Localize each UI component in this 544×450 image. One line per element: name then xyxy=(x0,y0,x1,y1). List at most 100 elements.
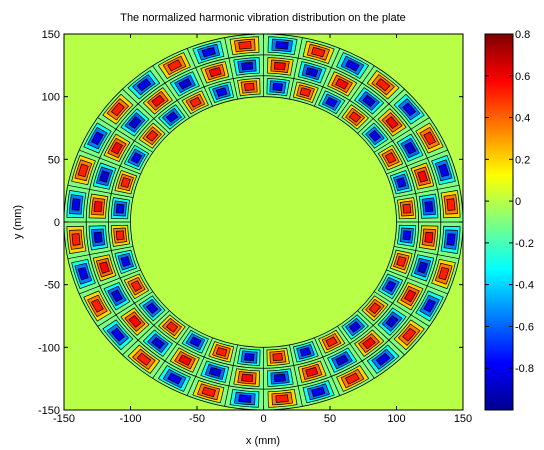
vibration-cell-contour xyxy=(120,177,131,188)
nodal-line xyxy=(186,337,213,396)
vibration-cell-contour xyxy=(167,59,182,72)
y-tick-label: -100 xyxy=(38,342,60,354)
vibration-cell-contour xyxy=(115,230,125,241)
nodal-line xyxy=(289,344,303,407)
y-tick-label: 0 xyxy=(54,217,60,229)
vibration-cell-contour xyxy=(402,230,412,241)
vibration-cell-contour xyxy=(404,289,417,303)
nodal-line xyxy=(152,326,190,379)
vibration-cell-contour xyxy=(272,352,283,362)
vibration-cell-contour xyxy=(446,198,456,211)
vibration-cell-contour xyxy=(438,163,450,178)
vibration-cell-contour xyxy=(305,67,319,78)
vibration-cell-contour xyxy=(272,82,283,92)
vibration-cell-contour xyxy=(130,152,143,164)
colorbar-tick-label: 0.6 xyxy=(515,71,530,83)
nodal-line xyxy=(373,291,430,327)
nodal-circle xyxy=(85,54,442,390)
vibration-cell-contour xyxy=(77,163,89,178)
vibration-cell-contour xyxy=(385,116,399,129)
vibration-cell-contour xyxy=(348,111,362,123)
vibration-cell-contour xyxy=(77,266,89,281)
nodal-line xyxy=(224,344,238,407)
y-axis: 150 100 50 0 -50 -100 -150 xyxy=(38,29,463,417)
vibration-cell-contour xyxy=(178,78,192,90)
colorbar-ticks: 0.8 0.6 0.4 0.2 0 -0.2 -0.4 -0.6 -0.8 xyxy=(485,29,534,375)
colorbar-tick-label: -0.8 xyxy=(515,363,534,375)
colorbar-tick-label: 0.4 xyxy=(515,113,530,125)
nodal-line xyxy=(152,65,190,118)
x-tick-label: -50 xyxy=(189,413,205,425)
vibration-cell-contour xyxy=(424,231,434,244)
vibration-cell-contour xyxy=(402,203,412,214)
nodal-line xyxy=(67,246,134,260)
vibration-cell-contour xyxy=(91,131,104,146)
nodal-line xyxy=(79,149,141,175)
colorbar-tick-label: 0.2 xyxy=(515,154,530,166)
vibration-cell-contour xyxy=(402,102,416,117)
vibration-cell-contour xyxy=(274,373,286,382)
vibration-cell-contour xyxy=(335,78,349,90)
vibration-cell-contour xyxy=(130,280,143,292)
vibration-cell-contour xyxy=(305,366,319,377)
vibration-cell-contour xyxy=(368,302,381,314)
vibration-cell-contour xyxy=(120,256,131,267)
colorbar-tick-label: 0.8 xyxy=(515,29,530,41)
nodal-line xyxy=(67,184,134,198)
x-tick-label: 150 xyxy=(454,413,472,425)
vibration-cell-contour xyxy=(71,233,81,246)
vibration-cell-contour xyxy=(325,336,338,348)
y-axis-label: y (mm) xyxy=(12,205,24,239)
vibration-cell-contour xyxy=(151,337,165,350)
vibration-cell-contour xyxy=(385,315,399,328)
vibration-cell-contour xyxy=(275,41,289,50)
vibration-cell-contour xyxy=(368,130,381,142)
nodal-line xyxy=(337,65,375,118)
vibration-cell-contour xyxy=(384,152,397,164)
vibration-cell-contour xyxy=(274,62,286,71)
y-tick-label: -150 xyxy=(38,405,60,417)
nodal-line xyxy=(289,37,303,100)
vibration-cell-contour xyxy=(146,302,159,314)
nodal-circle xyxy=(130,96,397,348)
vibration-cell-contour xyxy=(375,78,391,92)
vibration-cell-contour xyxy=(208,67,222,78)
x-tick-label: -100 xyxy=(119,413,141,425)
vibration-cell-contour xyxy=(396,177,407,188)
vibration-ring xyxy=(64,34,463,410)
nodal-line xyxy=(314,337,341,396)
vibration-cell-contour xyxy=(423,298,436,313)
vibration-cell-contour xyxy=(311,46,326,58)
vibration-cell-contour xyxy=(201,386,216,398)
colorbar-tick-label: -0.2 xyxy=(515,238,534,250)
vibration-cell-contour xyxy=(146,130,159,142)
vibration-cell-contour xyxy=(384,280,397,292)
nodal-circle xyxy=(107,75,420,369)
vibration-cell-contour xyxy=(345,59,360,72)
vibration-cell-contour xyxy=(189,336,202,348)
nodal-line xyxy=(357,310,405,356)
x-tick-label: 50 xyxy=(324,413,336,425)
nodal-line xyxy=(122,88,170,134)
vibration-cell-contour xyxy=(215,87,228,97)
y-tick-label: 50 xyxy=(48,154,60,166)
vibration-cell-contour xyxy=(275,394,289,403)
nodal-line xyxy=(373,117,430,153)
nodal-line xyxy=(393,184,460,198)
vibration-cell-contour xyxy=(348,321,362,333)
vibration-cell-contour xyxy=(110,141,123,155)
vibration-cell-contour xyxy=(238,41,252,50)
vibration-cell-contour xyxy=(136,78,152,92)
vibration-cell-contour xyxy=(335,354,349,366)
vibration-cell-contour xyxy=(91,298,104,313)
vibration-cell-contour xyxy=(178,354,192,366)
vibration-cell-contour xyxy=(404,141,417,155)
nodal-line xyxy=(79,269,141,295)
vibration-cell-contour xyxy=(111,327,125,342)
vibration-cell-contour xyxy=(215,347,228,357)
vibration-cell-contour xyxy=(111,102,125,117)
vibration-cell-contour xyxy=(417,261,428,274)
nodal-line xyxy=(186,48,213,107)
vibration-cell-contour xyxy=(167,372,182,385)
